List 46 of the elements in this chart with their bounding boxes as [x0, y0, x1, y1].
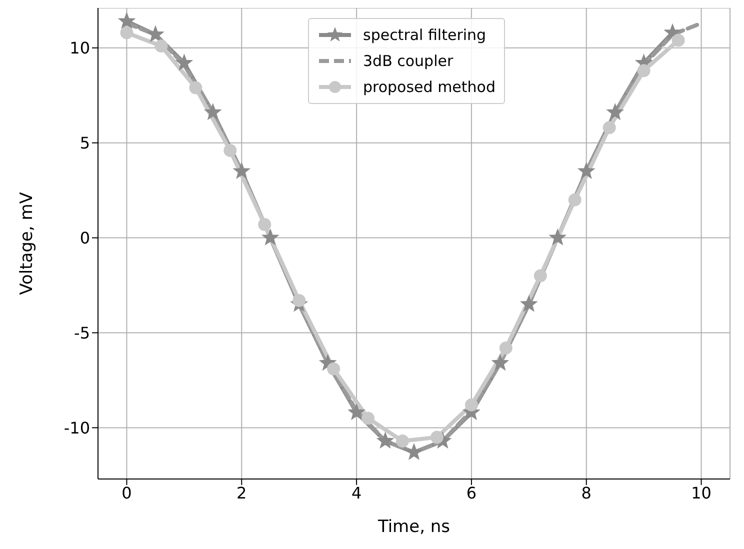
- point: [189, 81, 202, 94]
- point: [520, 296, 538, 312]
- x-tick-label: 0: [122, 483, 132, 502]
- x-axis-title: Time, ns: [376, 517, 450, 537]
- y-tick-label: 0: [80, 228, 90, 248]
- point: [534, 269, 547, 282]
- point: [118, 12, 135, 28]
- y-tick-label: 10: [70, 38, 90, 58]
- x-tick-label: 4: [351, 483, 362, 502]
- point: [224, 144, 237, 157]
- point: [396, 434, 410, 448]
- point: [637, 64, 650, 78]
- legend-label: proposed method: [363, 78, 496, 96]
- point: [568, 193, 582, 206]
- point: [176, 54, 192, 70]
- point: [606, 104, 624, 120]
- point: [258, 218, 272, 232]
- point: [204, 104, 222, 120]
- x-tick-label: 8: [581, 483, 592, 502]
- point: [120, 26, 134, 40]
- point: [292, 294, 306, 307]
- point: [377, 432, 394, 448]
- point: [147, 26, 164, 42]
- point: [430, 430, 444, 444]
- point: [406, 444, 422, 460]
- point: [550, 229, 566, 245]
- point: [262, 229, 278, 245]
- legend-label: 3dB coupler: [363, 52, 454, 70]
- point: [602, 121, 616, 134]
- y-axis-title: Voltage, mV: [17, 192, 38, 295]
- point: [672, 34, 685, 47]
- point: [499, 341, 512, 354]
- point: [362, 412, 375, 425]
- y-tick-label: 5: [80, 134, 90, 153]
- x-tick-label: 6: [466, 483, 477, 502]
- point: [348, 404, 365, 420]
- point: [578, 162, 594, 178]
- y-tick-label: -10: [64, 418, 90, 438]
- legend-label: spectral filtering: [363, 26, 486, 44]
- point: [464, 398, 478, 412]
- y-tick-label: -5: [74, 323, 90, 342]
- point: [234, 162, 250, 178]
- x-tick-label: 10: [691, 483, 712, 502]
- point: [492, 354, 508, 370]
- x-tick-label: 2: [236, 483, 247, 502]
- point: [154, 39, 168, 52]
